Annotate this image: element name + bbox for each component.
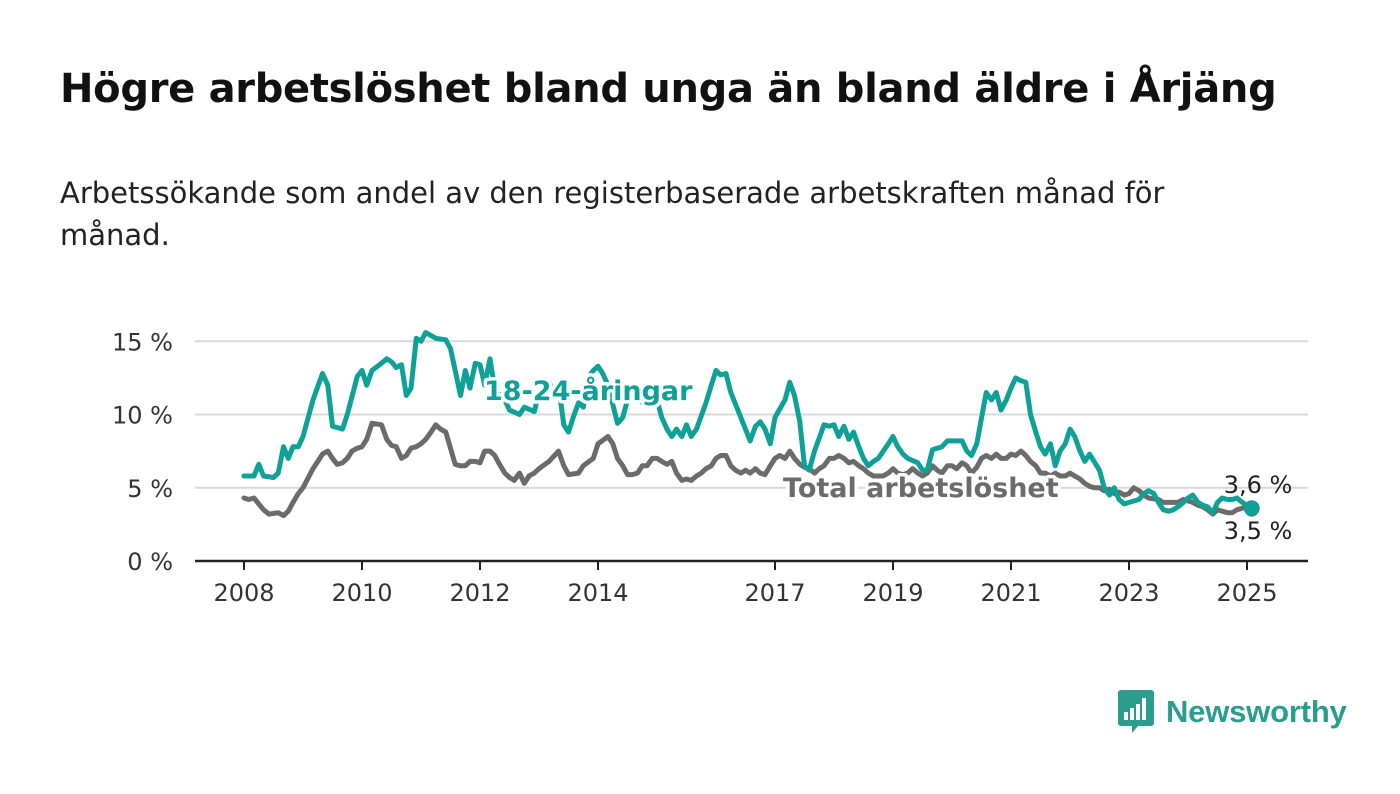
brand-name: Newsworthy	[1166, 694, 1347, 729]
series-label-total: Total arbetslöshet	[783, 473, 1059, 504]
bar-chart-speech-bubble-icon	[1118, 690, 1154, 733]
newsworthy-logo: Newsworthy	[1118, 690, 1347, 734]
chart-title: Högre arbetslöshet bland unga än bland ä…	[60, 66, 1277, 112]
x-tick-label: 2019	[862, 579, 923, 607]
x-tick-label: 2008	[213, 579, 274, 607]
end-point-unga	[1243, 500, 1260, 517]
end-label-unga: 3,6 %	[1224, 471, 1293, 499]
series-label-unga: 18-24-åringar	[484, 375, 693, 407]
end-label-total: 3,5 %	[1224, 517, 1293, 545]
y-tick-label: 5 %	[127, 475, 173, 503]
chart-subtitle: Arbetssökande som andel av den registerb…	[60, 176, 1165, 252]
series-line-unga	[241, 330, 1255, 516]
y-tick-label: 10 %	[112, 402, 173, 430]
y-tick-label: 15 %	[112, 328, 173, 356]
x-tick-label: 2010	[331, 579, 392, 607]
x-tick-label: 2014	[567, 579, 628, 607]
y-tick-label: 0 %	[127, 548, 173, 576]
series-label-unga-halo: 18-24-åringar	[484, 375, 693, 407]
x-tick-label: 2025	[1216, 579, 1277, 607]
x-tick-label: 2021	[980, 579, 1041, 607]
x-tick-label: 2012	[449, 579, 510, 607]
x-tick-label: 2023	[1098, 579, 1159, 607]
series-label-total-halo: Total arbetslöshet	[783, 473, 1059, 504]
series-line-total	[241, 420, 1255, 519]
x-tick-label: 2017	[744, 579, 805, 607]
